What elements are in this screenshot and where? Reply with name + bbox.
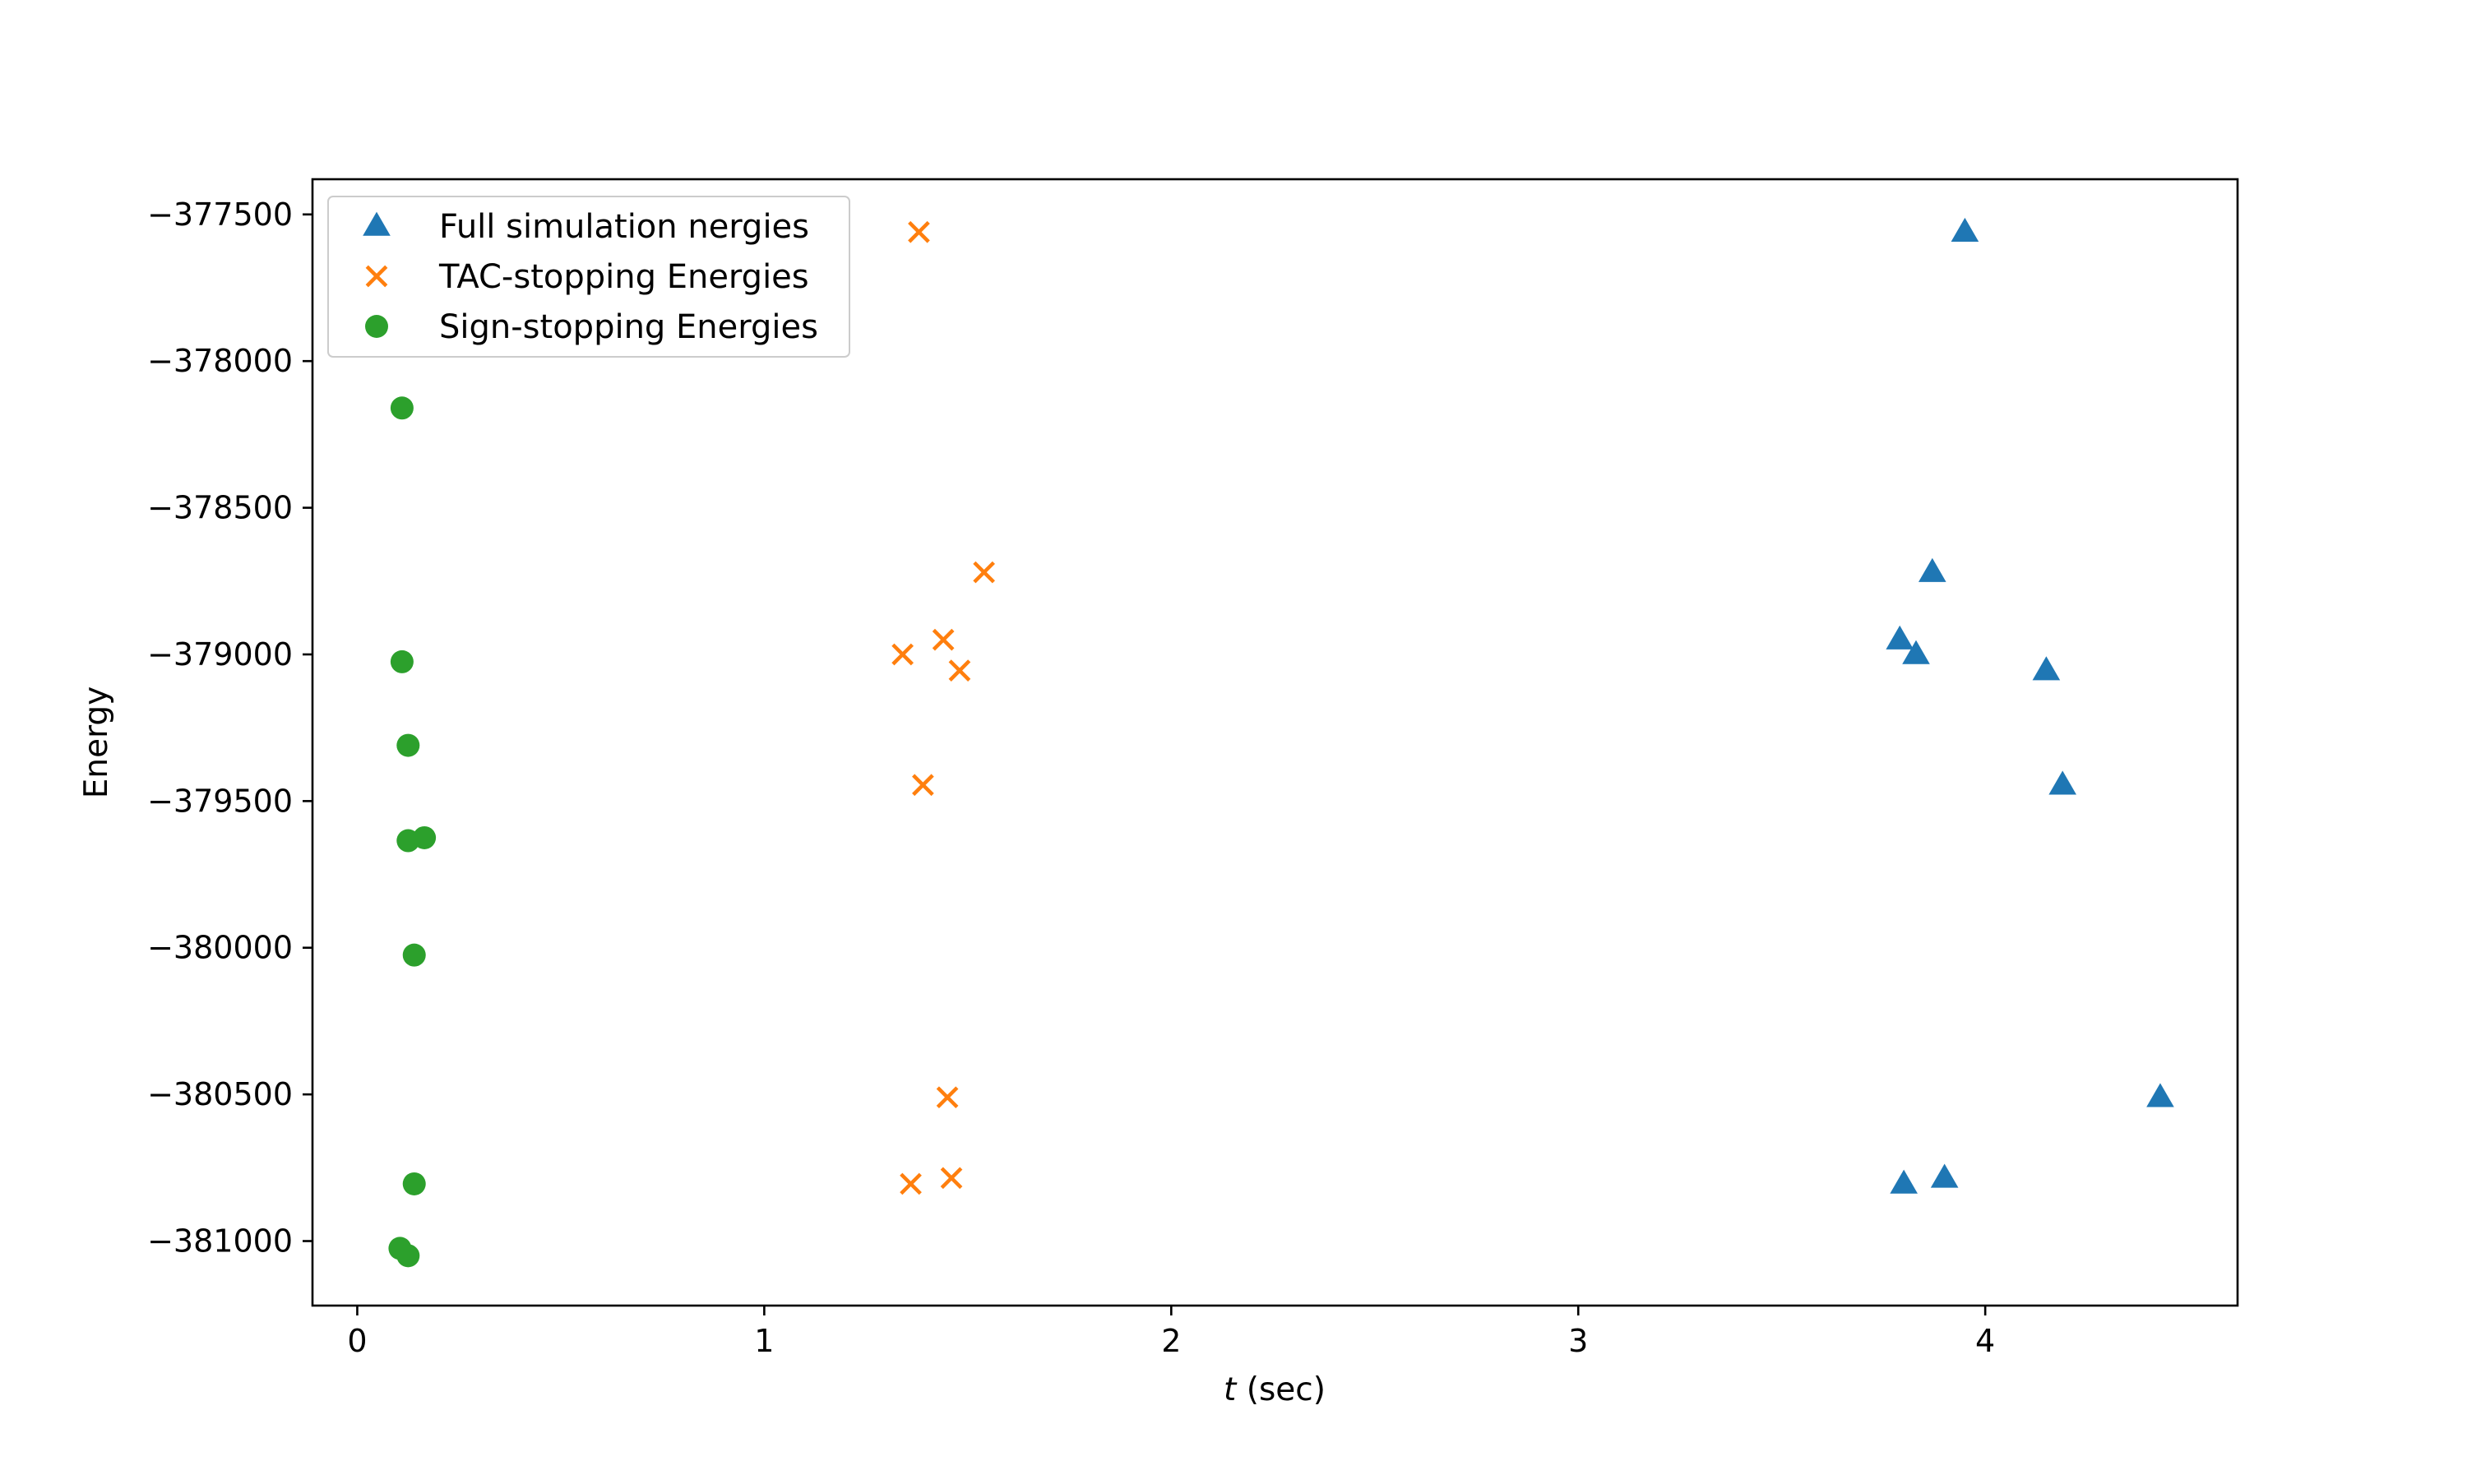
legend-label: Full simulation nergies <box>439 208 809 246</box>
data-point <box>390 650 414 673</box>
legend-entry: Sign-stopping Energies <box>365 308 818 346</box>
series-1 <box>1886 217 2174 1194</box>
y-tick-label: −379000 <box>147 636 293 673</box>
data-point-stroke-b <box>900 1172 922 1195</box>
legend-marker <box>365 265 388 288</box>
x-tick-label: 0 <box>347 1323 367 1359</box>
data-point-stroke-b <box>973 561 995 584</box>
data-point <box>396 733 420 757</box>
y-tick-label: −380000 <box>147 930 293 966</box>
data-point-stroke-b <box>936 1086 959 1109</box>
data-point <box>2146 1083 2174 1107</box>
data-point-stroke-b <box>940 1167 963 1190</box>
data-point <box>1886 625 1914 650</box>
marks-layer <box>388 217 2174 1268</box>
y-tick-label: −377500 <box>147 196 293 233</box>
data-point <box>1930 1163 1959 1188</box>
data-point <box>390 396 414 420</box>
data-point <box>1890 1169 1918 1194</box>
y-axis: −377500 −378000 −378500 −379000 −379500 −3800… <box>147 196 312 1260</box>
data-point-stroke-b <box>912 774 934 797</box>
legend-label: TAC-stopping Energies <box>438 258 809 296</box>
series-3 <box>388 396 437 1268</box>
data-point <box>973 561 995 584</box>
x-tick-label: 1 <box>754 1323 774 1359</box>
data-point <box>908 220 930 243</box>
data-point-stroke-b <box>908 220 930 243</box>
y-tick-label: −379500 <box>147 783 293 819</box>
x-axis-label-unit: (sec) <box>1236 1371 1326 1408</box>
legend-box <box>327 196 850 358</box>
y-tick-label: −378000 <box>147 343 293 379</box>
data-point <box>900 1172 922 1195</box>
legend: Full simulation nergies TAC-stopping Ener… <box>327 196 850 358</box>
data-point-stroke-b <box>948 659 971 682</box>
data-point-stroke-b <box>932 628 955 651</box>
data-point <box>396 1244 420 1268</box>
y-tick-label: −378500 <box>147 490 293 526</box>
data-point <box>1902 640 1930 664</box>
data-point <box>891 643 914 666</box>
y-axis-label: Energy <box>78 687 115 799</box>
data-point <box>912 774 934 797</box>
data-point <box>402 943 426 967</box>
x-axis: 0 1 2 3 4 <box>347 1306 1995 1359</box>
data-point <box>402 1172 426 1195</box>
x-axis-label-variable: t <box>1224 1371 1238 1408</box>
data-point <box>413 825 437 849</box>
legend-marker <box>363 211 391 236</box>
plot-frame <box>311 178 2239 1307</box>
legend-marker-stroke-b <box>365 265 388 288</box>
data-point <box>948 659 971 682</box>
data-point-stroke-b <box>891 643 914 666</box>
series-2 <box>891 220 995 1195</box>
x-axis-label: t (sec) <box>1224 1371 1326 1408</box>
legend-label: Sign-stopping Energies <box>439 308 818 346</box>
data-point <box>940 1167 963 1190</box>
data-point <box>2048 770 2076 795</box>
legend-entry: TAC-stopping Energies <box>365 258 809 296</box>
y-tick-label: −381000 <box>147 1223 293 1260</box>
y-tick-label: −380500 <box>147 1076 293 1112</box>
legend-entries: Full simulation nergies TAC-stopping Ener… <box>363 208 818 346</box>
data-point <box>2032 656 2061 681</box>
data-point <box>936 1086 959 1109</box>
data-point <box>1951 217 1979 242</box>
x-tick-label: 3 <box>1568 1323 1588 1359</box>
data-point <box>1919 557 1946 582</box>
legend-marker <box>365 315 388 338</box>
x-tick-label: 2 <box>1161 1323 1181 1359</box>
legend-entry: Full simulation nergies <box>363 208 809 246</box>
x-tick-label: 4 <box>1975 1323 1995 1359</box>
data-point <box>932 628 955 651</box>
